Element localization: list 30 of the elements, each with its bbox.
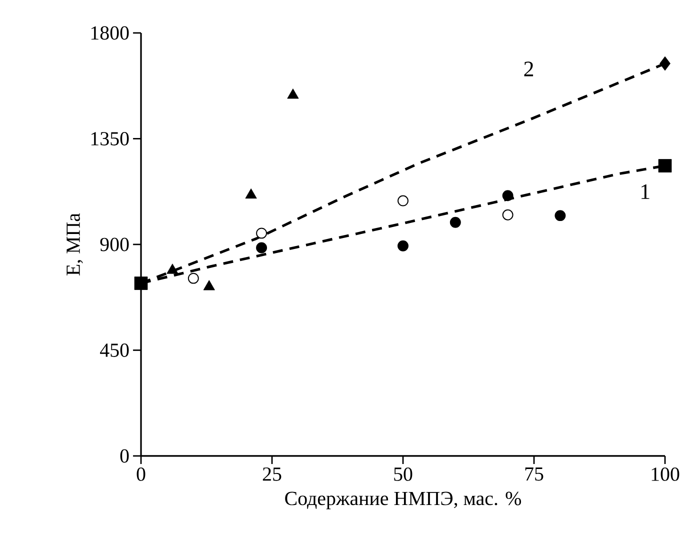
point — [245, 188, 257, 199]
annotation: 2 — [524, 62, 534, 76]
y-tick-label: 900 — [100, 238, 129, 252]
x-tick-label: 0 — [136, 467, 146, 481]
x-tick-label: 75 — [525, 467, 544, 481]
y-tick-label: 1350 — [91, 132, 129, 146]
point — [134, 276, 148, 290]
point — [287, 88, 299, 99]
point — [502, 209, 514, 220]
annotation: 1 — [642, 184, 650, 199]
point — [166, 264, 178, 274]
point — [554, 210, 566, 222]
point — [660, 56, 670, 71]
x-axis-title: Содержание НМПЭ, мас. % — [285, 492, 522, 510]
point — [450, 216, 461, 228]
y-tick-label: 450 — [100, 344, 129, 357]
y-tick-label: 1800 — [91, 26, 129, 40]
x-tick-label: 25 — [262, 467, 282, 481]
y-axis-title: E, МПа — [66, 213, 83, 276]
point — [203, 280, 215, 290]
point — [398, 240, 408, 252]
y-tick-label: 0 — [120, 449, 129, 463]
point — [256, 228, 268, 239]
point — [502, 190, 514, 202]
point — [188, 272, 199, 284]
x-tick-label: 100 — [652, 467, 680, 481]
x-tick-label: 50 — [394, 467, 412, 481]
point — [658, 159, 672, 172]
point — [398, 195, 408, 206]
point — [256, 242, 268, 254]
